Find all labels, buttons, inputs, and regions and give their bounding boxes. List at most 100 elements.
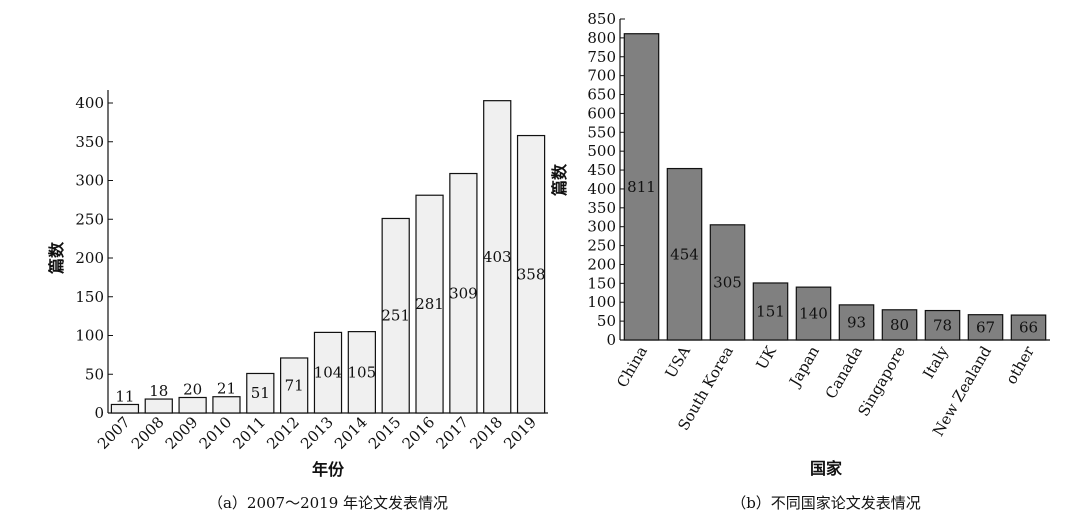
y-tick-label: 100 (75, 327, 104, 345)
x-tick-label: 2016 (399, 413, 439, 453)
x-tick-label: 2009 (162, 413, 202, 453)
bar-2011 (246, 372, 275, 414)
x-tick-label: UK (752, 342, 780, 372)
x-tick-label: Japan (785, 343, 823, 391)
data-label: 151 (756, 302, 785, 320)
y-tick-label: 550 (587, 123, 616, 141)
data-label: 105 (348, 363, 377, 381)
chart-b-caption: （b）不同国家论文发表情况 (731, 494, 921, 512)
x-tick-label: 2011 (229, 413, 269, 453)
bar-2019 (516, 134, 546, 414)
bar-2014 (347, 331, 376, 414)
data-label: 358 (517, 265, 546, 283)
data-label: 454 (670, 245, 699, 263)
data-label: 251 (381, 307, 410, 325)
x-tick-label: 2008 (128, 413, 168, 453)
y-tick-label: 0 (606, 331, 616, 349)
x-tick-label: other (1002, 342, 1038, 387)
y-tick-label: 400 (75, 94, 104, 112)
bar-new-zealand (967, 314, 1004, 341)
data-label: 51 (251, 384, 270, 402)
x-tick-label: Italy (919, 343, 952, 382)
y-tick-label: 50 (85, 365, 104, 383)
x-tick-label: 2017 (432, 413, 472, 453)
bar-2013 (313, 331, 343, 414)
data-label: 140 (799, 305, 828, 323)
y-tick-label: 650 (587, 86, 616, 104)
y-tick-label: 200 (75, 249, 104, 267)
chart-b-xlabel: 国家 (810, 459, 843, 478)
y-tick-label: 100 (587, 293, 616, 311)
y-tick-label: 150 (587, 274, 616, 292)
data-label: 309 (449, 284, 478, 302)
y-tick-label: 850 (587, 10, 616, 28)
data-label: 20 (183, 381, 202, 399)
bar-italy (924, 309, 961, 341)
data-label: 811 (627, 178, 656, 196)
data-label: 18 (149, 382, 168, 400)
bar-2007 (110, 403, 140, 414)
y-tick-label: 400 (587, 180, 616, 198)
y-tick-label: 250 (75, 210, 104, 228)
bar-2017 (449, 172, 478, 414)
chart-a-publications-by-year: 0501001502002503003504001120071820082020… (75, 90, 548, 453)
x-tick-label: 2018 (466, 413, 506, 453)
bar-2009 (178, 396, 207, 414)
bar-japan (795, 286, 832, 341)
chart-a-caption: （a）2007～2019 年论文发表情况 (208, 494, 448, 512)
chart-b-ylabel: 篇数 (550, 163, 569, 197)
y-tick-label: 700 (587, 67, 616, 85)
y-tick-label: 150 (75, 288, 104, 306)
x-tick-label: 2015 (365, 413, 405, 453)
bar-uk (752, 282, 789, 341)
bar-2015 (381, 217, 410, 414)
chart-b-publications-by-country: 0501001502002503003504004505005506006507… (587, 10, 1050, 439)
chart-a-ylabel: 篇数 (47, 241, 66, 275)
x-tick-label: 2012 (263, 413, 303, 453)
bar-china (623, 33, 660, 341)
bar-other (1010, 314, 1047, 341)
y-tick-label: 300 (75, 172, 104, 190)
x-tick-label: 2013 (297, 413, 337, 453)
data-label: 66 (1019, 319, 1038, 337)
y-tick-label: 50 (597, 312, 616, 330)
data-label: 281 (415, 295, 444, 313)
x-tick-label: USA (662, 343, 695, 381)
data-label: 93 (847, 313, 866, 331)
bar-2016 (415, 194, 444, 414)
x-tick-label: Canada (822, 343, 866, 402)
data-label: 11 (115, 387, 134, 405)
data-label: 104 (314, 364, 343, 382)
bar-singapore (881, 309, 918, 341)
data-label: 403 (483, 248, 512, 266)
bar-2010 (212, 396, 241, 414)
y-tick-label: 450 (587, 161, 616, 179)
data-label: 305 (713, 273, 742, 291)
data-label: 71 (285, 376, 304, 394)
y-tick-label: 600 (587, 104, 616, 122)
bar-canada (838, 304, 875, 341)
bar-2018 (483, 100, 512, 414)
bar-south-korea (709, 224, 746, 341)
y-tick-label: 300 (587, 218, 616, 236)
data-label: 67 (976, 318, 995, 336)
data-label: 80 (890, 316, 909, 334)
data-label: 78 (933, 316, 952, 334)
x-tick-label: 2010 (196, 413, 236, 453)
y-tick-label: 250 (587, 237, 616, 255)
x-tick-label: 2014 (331, 413, 371, 453)
y-tick-label: 200 (587, 255, 616, 273)
y-tick-label: 750 (587, 48, 616, 66)
data-label: 21 (217, 380, 236, 398)
bar-2008 (144, 398, 173, 414)
y-tick-label: 350 (587, 199, 616, 217)
y-tick-label: 800 (587, 29, 616, 47)
y-tick-label: 350 (75, 133, 104, 151)
x-tick-label: 2019 (500, 413, 540, 453)
y-tick-label: 500 (587, 142, 616, 160)
bar-2012 (280, 357, 309, 414)
bar-usa (666, 167, 703, 341)
chart-a-xlabel: 年份 (312, 460, 345, 479)
y-tick-label: 0 (94, 404, 104, 422)
